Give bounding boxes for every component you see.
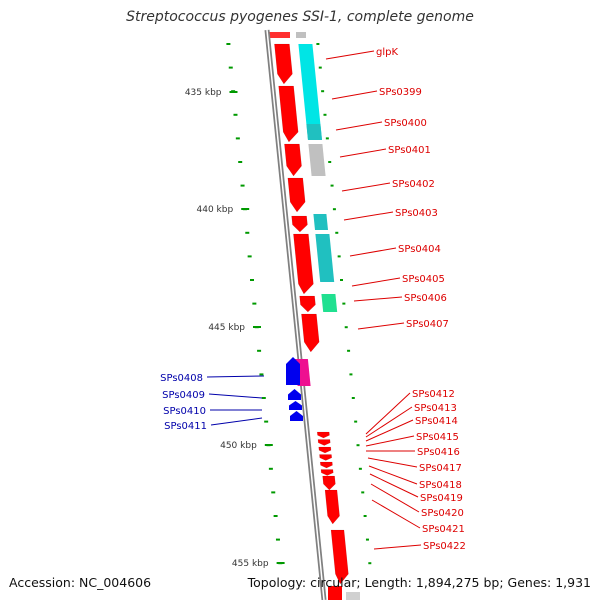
gene-arrow-red (287, 177, 306, 213)
genome-summary: Topology: circular; Length: 1,894,275 bp… (247, 575, 591, 590)
gene-arrow-red (322, 475, 336, 491)
gene-label: SPs0418 (419, 480, 462, 491)
gene-label: SPs0414 (415, 416, 458, 427)
gene-chevron-red (320, 469, 334, 476)
label-pointer (339, 148, 387, 158)
gene-label: SPs0406 (404, 293, 447, 304)
gene-label: SPs0412 (412, 389, 455, 400)
gene-label: SPs0400 (384, 118, 427, 129)
cog-block-teal (306, 124, 322, 140)
label-pointer (365, 406, 413, 438)
label-pointer (365, 435, 415, 447)
label-pointer (331, 90, 378, 100)
label-pointer (371, 499, 421, 529)
cog-block-cyan (298, 44, 322, 140)
label-pointer (208, 393, 263, 399)
label-pointer (365, 419, 414, 442)
gene-arrow-blue (289, 401, 302, 410)
gene-label: SPs0402 (392, 179, 435, 190)
gene-label: SPs0416 (417, 447, 460, 458)
scale-label: 445 kbp (208, 323, 245, 333)
gene-arrow-red (274, 43, 293, 85)
gene-arrow-blue (290, 411, 303, 421)
backbone-inner (266, 29, 325, 600)
gene-label: SPs0410 (163, 406, 206, 417)
label-pointer (206, 375, 265, 378)
gene-arrow-red (284, 143, 302, 177)
gene-label: SPs0421 (422, 524, 465, 535)
gene-label: SPs0405 (402, 274, 445, 285)
label-pointer (210, 417, 263, 426)
gene-label: SPs0413 (414, 403, 457, 414)
label-pointer (367, 457, 418, 468)
gene-chevron-red (318, 446, 332, 454)
gene-label: SPs0404 (398, 244, 441, 255)
scale-ticks (226, 43, 372, 565)
gene-label: SPs0401 (388, 145, 431, 156)
top-gray-fragment (296, 32, 306, 38)
gene-label: glpK (376, 47, 398, 58)
gene-label: SPs0417 (419, 463, 462, 474)
label-pointer (357, 322, 405, 330)
label-pointer (335, 121, 383, 131)
cog-block-teal (313, 214, 328, 230)
map-title: Streptococcus pyogenes SSI-1, complete g… (126, 9, 474, 25)
label-pointer (365, 392, 411, 435)
label-pointers (206, 50, 422, 550)
gene-label: SPs0420 (421, 508, 464, 519)
scale-label: 450 kbp (220, 441, 257, 451)
gene-label: SPs0403 (395, 208, 438, 219)
bottom-gray-fragment (346, 592, 360, 600)
gene-label: SPs0409 (162, 390, 205, 401)
gene-chevron-red (316, 431, 330, 439)
label-pointer (341, 182, 391, 192)
gene-label: SPs0415 (416, 432, 459, 443)
gene-arrow-red (299, 295, 316, 313)
gene-arrow-blue (288, 389, 301, 400)
cog-block-teal (315, 234, 335, 282)
scale-label: 455 kbp (232, 559, 269, 569)
top-gene-fragment (268, 32, 290, 38)
gene-arrow-red (301, 313, 320, 353)
gene-chevron-red (319, 461, 333, 469)
cog-block-green (321, 294, 338, 312)
gene-chevron-red (317, 439, 331, 446)
gene-track (274, 43, 349, 585)
gene-arrow-red (291, 215, 308, 233)
scale-labels: 435 kbp 440 kbp 445 kbp 450 kbp 455 kbp (185, 88, 285, 569)
label-pointer (325, 50, 375, 60)
label-pointer (369, 473, 419, 498)
gene-label: SPs0408 (160, 373, 203, 384)
label-pointer (349, 247, 397, 257)
gene-arrow-red (278, 85, 299, 143)
label-pointer (351, 277, 401, 287)
label-pointer (353, 296, 403, 302)
gene-arrow-red (324, 489, 340, 525)
accession-label: Accession: NC_004606 (9, 575, 152, 590)
label-pointer (368, 465, 418, 485)
gene-label: SPs0411 (164, 421, 207, 432)
scale-label: 440 kbp (197, 205, 234, 215)
gene-label: SPs0407 (406, 319, 449, 330)
label-pointer (370, 483, 420, 513)
cog-block-gray (308, 144, 326, 176)
label-pointer (343, 211, 394, 221)
gene-arrow-red (293, 233, 314, 295)
bottom-gene-fragment (328, 586, 342, 600)
scale-label: 435 kbp (185, 88, 222, 98)
gene-label: SPs0399 (379, 87, 422, 98)
gene-label: SPs0422 (423, 541, 466, 552)
gene-chevron-red (319, 454, 333, 461)
gene-arrow-blue (286, 357, 300, 385)
gene-label: SPs0419 (420, 493, 463, 504)
gene-labels: glpK SPs0399 SPs0400 SPs0401 SPs0402 SPs0403 S… (160, 47, 466, 552)
gene-arrow-red (330, 529, 349, 585)
label-pointer (373, 544, 422, 550)
